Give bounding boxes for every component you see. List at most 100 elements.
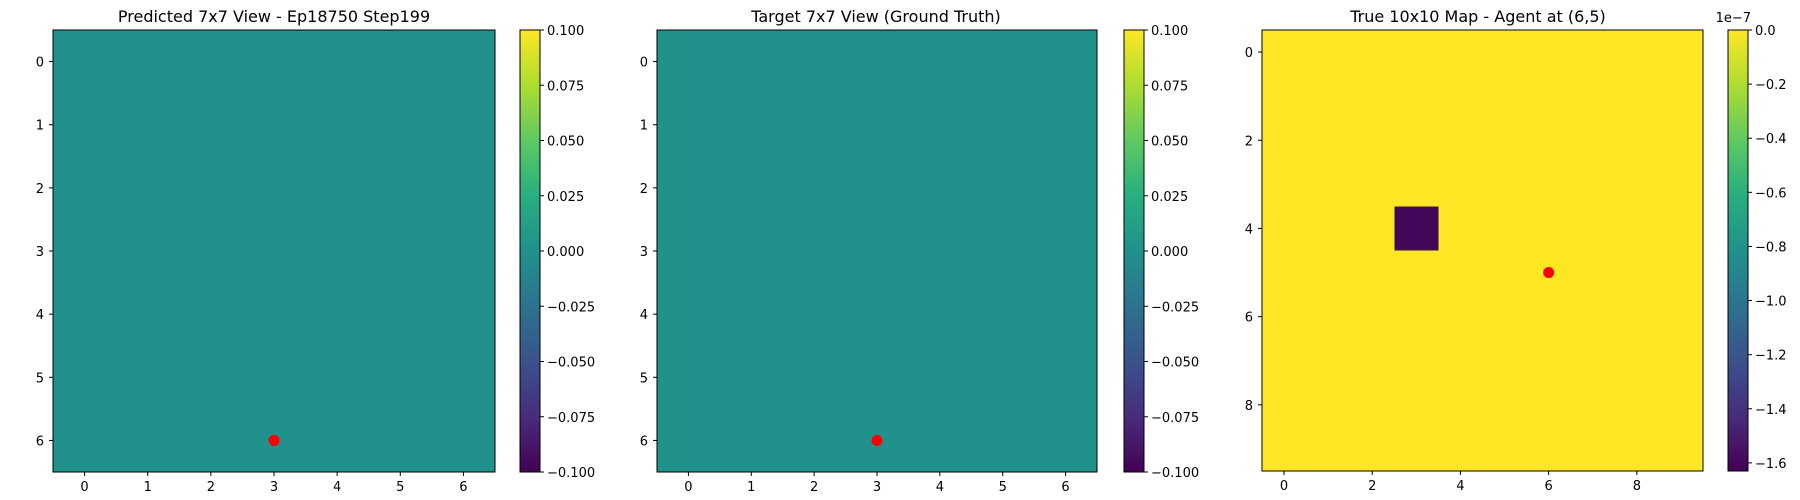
colorbar-gradient <box>1123 29 1145 473</box>
heatmap-cell <box>1614 74 1660 119</box>
heatmap-cell <box>845 30 910 94</box>
panel-target-view: Target 7x7 View (Ground Truth) 0 1 2 3 4 5 6 0… <box>640 7 1199 495</box>
x-tick-label: 6 <box>459 480 467 495</box>
heatmap-area <box>1261 29 1704 472</box>
heatmap-cell <box>1262 206 1307 252</box>
heatmap-cell <box>1614 294 1660 340</box>
colorbar-gradient <box>519 29 541 473</box>
heatmap-cell <box>116 345 180 410</box>
heatmap-cell <box>1658 294 1704 340</box>
y-axis: 0 1 2 3 4 5 6 <box>640 56 657 449</box>
y-tick-label: 4 <box>36 308 44 323</box>
x-tick-label: 6 <box>1545 479 1553 494</box>
heatmap-cell <box>1350 74 1395 119</box>
heatmap-cell <box>1350 250 1395 296</box>
agent-marker <box>268 434 280 446</box>
chart-title: True 10x10 Map - Agent at (6,5) <box>1349 7 1606 26</box>
heatmap-cell <box>53 93 117 157</box>
heatmap-cell <box>1306 426 1351 472</box>
x-tick-label: 1 <box>747 480 755 495</box>
colorbar-tick-label: −0.2 <box>1755 78 1787 93</box>
x-axis: 0 1 2 3 4 5 6 <box>684 472 1070 495</box>
heatmap-cell <box>1262 74 1307 119</box>
heatmap-cell <box>1262 250 1307 296</box>
heatmap-cell <box>305 219 370 284</box>
heatmap-cell <box>1438 250 1484 296</box>
x-tick-label: 0 <box>684 480 692 495</box>
heatmap-cell <box>1034 219 1098 284</box>
x-tick-label: 6 <box>1061 480 1069 495</box>
heatmap-cell <box>116 156 180 221</box>
heatmap-cell <box>1306 74 1351 119</box>
y-tick-label: 2 <box>1245 134 1253 149</box>
x-tick-label: 4 <box>333 480 341 495</box>
x-tick-label: 5 <box>999 480 1007 495</box>
heatmap-cell <box>1394 294 1439 340</box>
heatmap-cell <box>53 345 117 410</box>
heatmap-cell <box>305 156 370 221</box>
heatmap-cell <box>116 282 180 347</box>
heatmap-cell <box>53 282 117 347</box>
heatmap-cell <box>179 408 244 473</box>
y-tick-label: 5 <box>640 371 648 386</box>
heatmap-cell <box>368 219 433 284</box>
heatmap-cell <box>908 282 972 347</box>
colorbar-tick-label: −0.6 <box>1755 186 1787 201</box>
heatmap-cell <box>782 219 847 284</box>
heatmap-cell <box>657 156 721 221</box>
y-tick-label: 3 <box>36 245 44 260</box>
y-tick-label: 0 <box>36 56 44 71</box>
heatmap-cell <box>53 219 117 284</box>
heatmap-cell <box>1394 162 1439 207</box>
chart-title: Predicted 7x7 View - Ep18750 Step199 <box>118 7 430 26</box>
heatmap-cell <box>1306 382 1351 428</box>
panel-true-map: True 10x10 Map - Agent at (6,5) 0 2 4 6 8 0 2… <box>1245 7 1787 494</box>
heatmap-cell <box>782 282 847 347</box>
heatmap-cell <box>1570 338 1616 384</box>
heatmap-cell <box>179 93 244 157</box>
heatmap-cell <box>1526 338 1572 384</box>
heatmap-cell <box>1614 382 1660 428</box>
heatmap-cell <box>1614 162 1660 207</box>
y-tick-label: 4 <box>640 308 648 323</box>
colorbar-tick-label: −0.075 <box>1151 411 1199 426</box>
heatmap-cell <box>1350 118 1395 163</box>
heatmap-cell <box>1350 338 1395 384</box>
heatmap-cell <box>1526 426 1572 472</box>
heatmap-cell <box>1394 338 1439 384</box>
heatmap-cell <box>1482 426 1528 472</box>
colorbar-tick-label: 0.100 <box>547 24 584 39</box>
heatmap-cell <box>1570 74 1616 119</box>
heatmap-cell <box>1658 382 1704 428</box>
x-tick-label: 0 <box>1280 479 1288 494</box>
heatmap-cell <box>908 93 972 157</box>
heatmap-cell <box>1526 30 1572 75</box>
x-axis: 0 1 2 3 4 5 6 <box>80 472 468 495</box>
heatmap-cell <box>1350 30 1395 75</box>
heatmap-cell <box>782 30 847 94</box>
x-axis: 0 2 4 6 8 <box>1280 471 1641 494</box>
heatmap-cell <box>1438 162 1484 207</box>
heatmap-cell <box>1658 426 1704 472</box>
heatmap-cell <box>719 219 784 284</box>
heatmap-cell <box>1350 426 1395 472</box>
y-tick-label: 6 <box>640 434 648 449</box>
heatmap-cell <box>1570 162 1616 207</box>
heatmap-cell <box>305 345 370 410</box>
heatmap-cell <box>116 93 180 157</box>
heatmap-cell <box>1614 206 1660 252</box>
heatmap-cell <box>1526 162 1572 207</box>
colorbar-tick-label: −1.0 <box>1755 295 1787 310</box>
heatmap-cell <box>1394 118 1439 163</box>
heatmap-cell <box>431 282 496 347</box>
colorbar-tick-label: 0.0 <box>1755 24 1776 39</box>
heatmap-cell <box>305 93 370 157</box>
heatmap-cell <box>1262 426 1307 472</box>
heatmap-area <box>52 29 496 473</box>
x-tick-label: 8 <box>1633 479 1641 494</box>
y-tick-label: 1 <box>36 119 44 134</box>
colorbar-tick-label: 0.050 <box>1151 135 1188 150</box>
y-axis: 0 2 4 6 8 <box>1245 46 1262 414</box>
heatmap-cell <box>1526 74 1572 119</box>
y-tick-label: 8 <box>1245 399 1253 414</box>
